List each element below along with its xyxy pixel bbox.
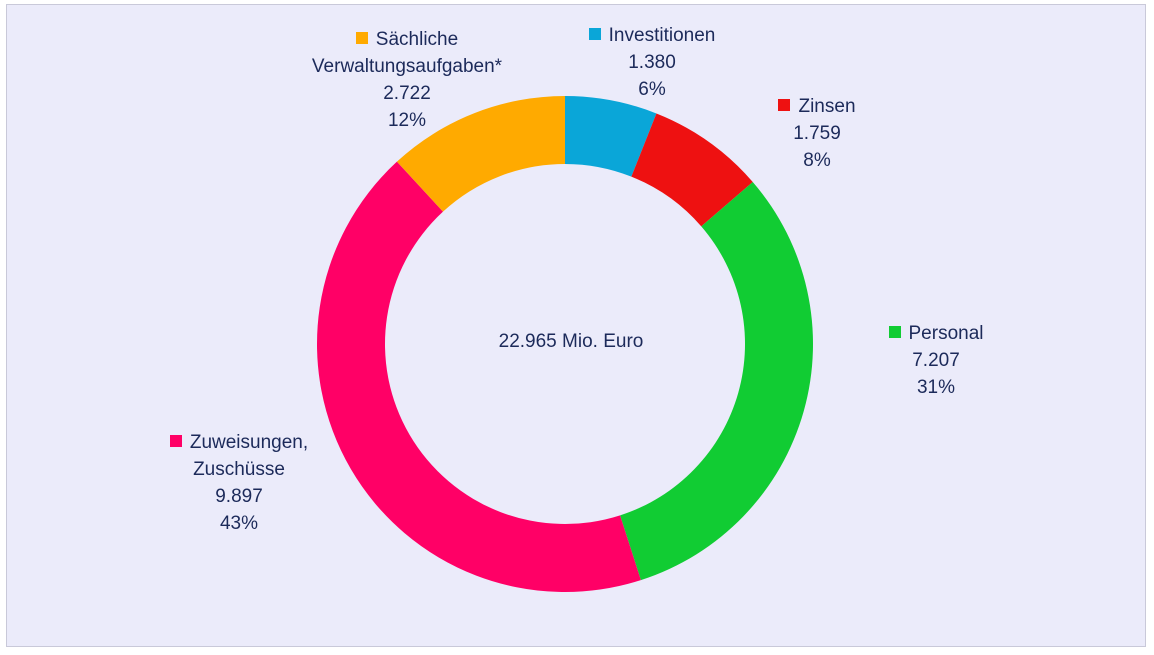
donut-slice <box>396 96 565 212</box>
legend-swatch <box>888 326 901 338</box>
share-label: 8% <box>803 150 831 171</box>
label-name-line: Sächliche Verwaltungsaufgaben* <box>277 26 537 80</box>
donut-slice <box>565 96 657 177</box>
donut-slice <box>620 181 813 581</box>
category-label: Investitionen <box>608 25 716 46</box>
value-label: 1.380 <box>628 52 676 73</box>
category-label: Personal <box>908 323 984 344</box>
category-label: Zuweisungen, Zuschüsse <box>189 432 309 480</box>
label-name-line: Zinsen <box>737 93 897 120</box>
slice-label: Personal 7.207 31% <box>856 320 1016 401</box>
share-label: 31% <box>916 377 956 398</box>
share-label: 43% <box>219 513 259 534</box>
value-label: 7.207 <box>912 350 960 371</box>
label-name-line: Personal <box>856 320 1016 347</box>
slice-label: Sächliche Verwaltungsaufgaben* 2.722 12% <box>277 26 537 134</box>
slice-label: Investitionen 1.380 6% <box>542 22 762 103</box>
label-name-line: Zuweisungen, Zuschüsse <box>144 429 334 483</box>
legend-swatch <box>588 28 601 40</box>
value-label: 9.897 <box>215 486 263 507</box>
donut-slice <box>317 161 641 593</box>
value-label: 1.759 <box>793 123 841 144</box>
donut-slice <box>631 113 753 227</box>
slice-label: Zinsen 1.759 8% <box>737 93 897 174</box>
donut <box>317 96 813 593</box>
chart: 22.965 Mio. Euro Investitionen 1.380 6% Zin… <box>6 4 1146 647</box>
share-label: 12% <box>387 110 427 131</box>
category-label: Sächliche Verwaltungsaufgaben* <box>311 29 503 77</box>
slice-label: Zuweisungen, Zuschüsse 9.897 43% <box>144 429 334 537</box>
legend-swatch <box>169 435 182 447</box>
value-label: 2.722 <box>383 83 431 104</box>
legend-swatch <box>355 32 368 44</box>
label-name-line: Investitionen <box>542 22 762 49</box>
legend-swatch <box>778 99 791 111</box>
share-label: 6% <box>638 79 666 100</box>
center-label: 22.965 Mio. Euro <box>498 331 644 352</box>
category-label: Zinsen <box>798 96 856 117</box>
